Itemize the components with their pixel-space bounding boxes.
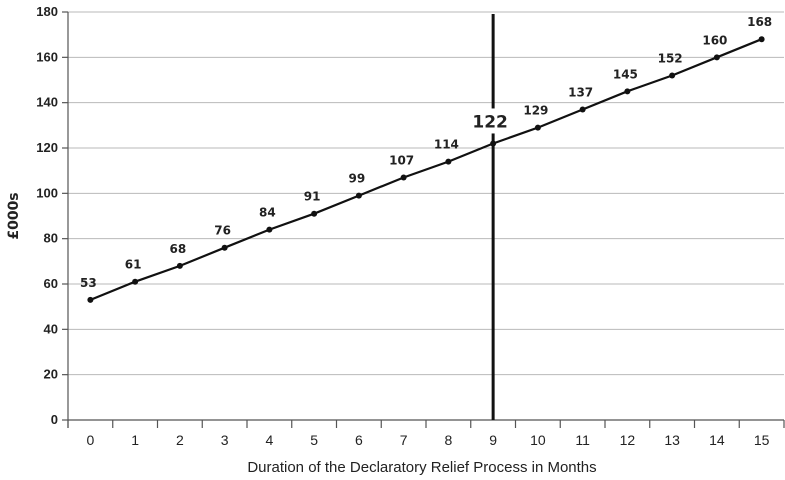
- data-label: 76: [214, 224, 231, 238]
- data-point: [87, 296, 94, 303]
- data-point: [445, 158, 452, 165]
- series-line: [87, 36, 765, 303]
- y-tick-label: 180: [36, 4, 58, 19]
- y-tick-label: 80: [44, 231, 58, 246]
- data-label: 53: [80, 276, 97, 290]
- y-tick-label: 140: [36, 95, 58, 110]
- data-point: [400, 174, 407, 181]
- data-label: 137: [568, 85, 593, 99]
- data-point: [266, 226, 273, 233]
- data-label: 160: [702, 33, 727, 47]
- x-tick-label: 10: [530, 432, 546, 448]
- data-point: [132, 278, 139, 285]
- data-point: [579, 106, 586, 113]
- y-tick-label: 120: [36, 140, 58, 155]
- x-tick-label: 15: [754, 432, 770, 448]
- y-tick-label: 60: [44, 276, 58, 291]
- data-point: [669, 72, 676, 79]
- x-tick-labels: 0 1 2 3 4 5 6 7 8 9 10 11 12 13 14 15: [86, 432, 769, 448]
- x-tick-label: 9: [489, 432, 497, 448]
- x-tick-label: 8: [444, 432, 452, 448]
- data-label: 91: [304, 190, 321, 204]
- y-axis-label: £000s: [6, 192, 22, 239]
- data-label: 99: [349, 172, 366, 186]
- x-axis-label: Duration of the Declaratory Relief Proce…: [247, 459, 596, 476]
- x-tick-label: 4: [265, 432, 273, 448]
- y-tick-label: 100: [36, 185, 58, 200]
- x-tick-label: 13: [664, 432, 680, 448]
- data-point: [624, 88, 631, 95]
- x-tick-label: 11: [575, 432, 590, 448]
- data-labels: 53 61 68 76 84 91 99 107 114 122 129 137 145 152 160 16…: [80, 15, 772, 290]
- axes: [62, 11, 785, 428]
- grid-lines: [68, 11, 784, 421]
- x-tick-label: 2: [176, 432, 184, 448]
- data-label: 129: [523, 104, 548, 118]
- x-tick-label: 12: [620, 432, 636, 448]
- x-tick-label: 6: [355, 432, 363, 448]
- data-point: [713, 54, 720, 61]
- y-tick-label: 0: [51, 412, 58, 427]
- highlight-data-label: 122: [472, 112, 508, 132]
- data-label: 107: [389, 153, 414, 167]
- highlight-label-background: [466, 108, 515, 134]
- data-point: [490, 140, 497, 147]
- data-point: [355, 192, 362, 199]
- x-tick-label: 1: [131, 432, 139, 448]
- y-tick-label: 20: [44, 367, 58, 382]
- y-tick-label: 40: [44, 321, 58, 336]
- data-label: 152: [658, 51, 683, 65]
- data-label: 114: [434, 138, 459, 152]
- data-point: [758, 36, 765, 43]
- series-line-path: [89, 38, 763, 301]
- data-point: [176, 262, 183, 269]
- y-tick-label: 160: [36, 49, 58, 64]
- data-label: 145: [613, 67, 638, 81]
- x-tick-label: 14: [709, 432, 725, 448]
- data-label: 61: [125, 258, 142, 272]
- x-tick-label: 7: [400, 432, 408, 448]
- x-tick-label: 0: [86, 432, 94, 448]
- data-point: [221, 244, 228, 251]
- y-tick-labels: 0 20 40 60 80 100 120 140 160 180: [36, 4, 58, 427]
- x-tick-label: 5: [310, 432, 318, 448]
- data-label: 84: [259, 206, 276, 220]
- data-label: 168: [747, 15, 772, 29]
- data-point: [311, 210, 318, 217]
- data-label: 68: [170, 242, 187, 256]
- data-point: [534, 124, 541, 131]
- x-tick-label: 3: [221, 432, 229, 448]
